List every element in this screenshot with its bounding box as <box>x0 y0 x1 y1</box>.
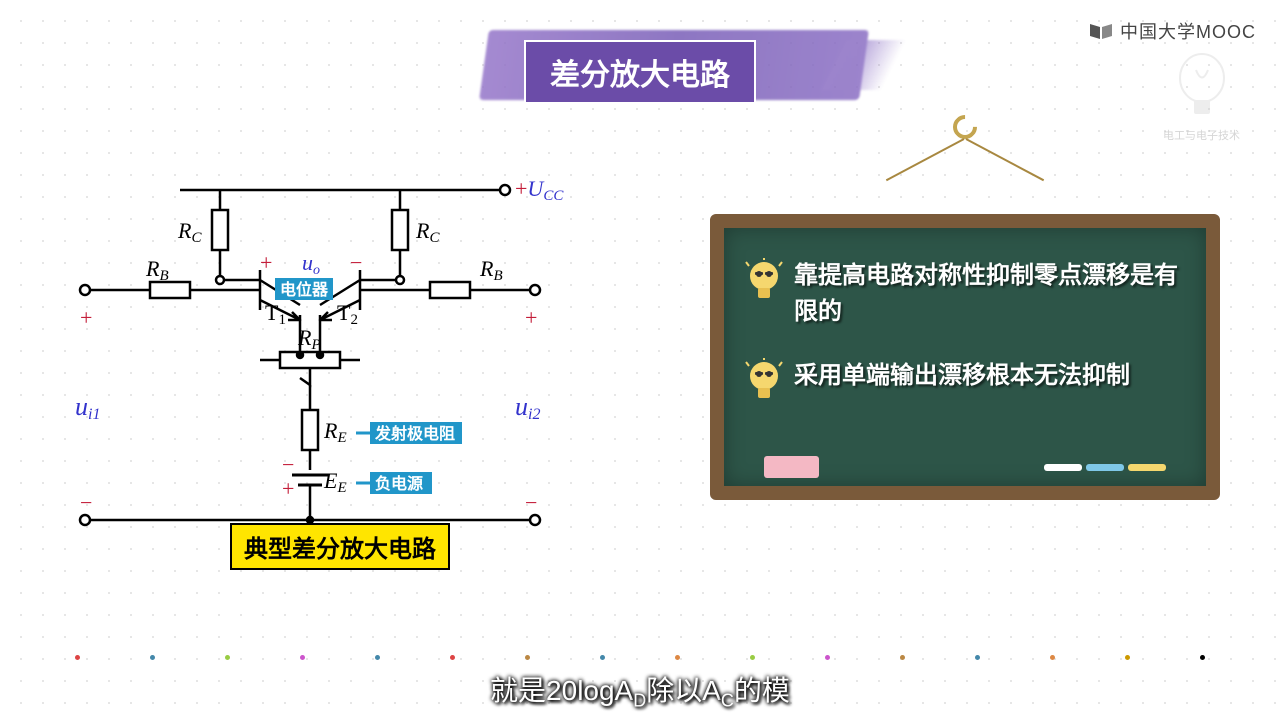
svg-text:RP: RP <box>297 325 321 353</box>
svg-text:T2: T2 <box>337 300 358 328</box>
logo-text: 中国大学MOOC <box>1120 18 1256 44</box>
svg-text:RE: RE <box>323 418 347 446</box>
title-banner: 差分放大电路 <box>524 40 756 104</box>
svg-text:+: + <box>260 250 272 275</box>
progress-dots <box>0 655 1280 660</box>
lightbulb-icon <box>744 358 784 408</box>
svg-text:RC: RC <box>177 218 202 246</box>
note-1: 靠提高电路对称性抑制零点漂移是有限的 <box>744 258 1186 330</box>
note-text-1: 靠提高电路对称性抑制零点漂移是有限的 <box>794 258 1186 330</box>
lightbulb-icon <box>744 258 784 308</box>
svg-text:ui1: ui1 <box>75 392 100 423</box>
board-surface: 靠提高电路对称性抑制零点漂移是有限的 采用单端输出漂移根本无法抑制 <box>710 214 1220 500</box>
svg-text:−: − <box>350 250 362 275</box>
svg-text:+UCC: +UCC <box>515 176 564 204</box>
svg-text:−: − <box>525 490 537 515</box>
svg-text:RB: RB <box>145 256 169 284</box>
svg-text:+: + <box>282 476 294 501</box>
svg-text:+: + <box>525 305 537 330</box>
svg-text:发射极电阻: 发射极电阻 <box>374 424 455 443</box>
chalkboard: 靠提高电路对称性抑制零点漂移是有限的 采用单端输出漂移根本无法抑制 <box>710 115 1220 500</box>
svg-text:+: + <box>80 305 92 330</box>
title-text: 差分放大电路 <box>524 40 756 104</box>
note-text-2: 采用单端输出漂移根本无法抑制 <box>794 358 1130 394</box>
circuit-diagram: +UCC RC RC RB RB T1 T2 RP RE EE uo ui1 u… <box>60 160 620 610</box>
svg-text:−: − <box>80 490 92 515</box>
note-2: 采用单端输出漂移根本无法抑制 <box>744 358 1186 408</box>
svg-text:T1: T1 <box>265 300 286 328</box>
svg-text:电位器: 电位器 <box>280 280 329 299</box>
strings <box>710 139 1220 214</box>
svg-text:EE: EE <box>323 468 347 496</box>
svg-text:ui2: ui2 <box>515 392 540 423</box>
eraser-icon <box>764 456 819 478</box>
mooc-logo: 中国大学MOOC <box>1088 18 1256 44</box>
svg-text:uo: uo <box>302 250 320 278</box>
svg-text:RC: RC <box>415 218 440 246</box>
svg-text:RB: RB <box>479 256 503 284</box>
chalk-icons <box>1040 458 1166 476</box>
subtitle: 就是20logAD除以AC的模 <box>0 669 1280 712</box>
svg-text:−: − <box>282 452 294 477</box>
svg-text:负电源: 负电源 <box>375 474 423 493</box>
circuit-caption: 典型差分放大电路 <box>230 523 450 570</box>
